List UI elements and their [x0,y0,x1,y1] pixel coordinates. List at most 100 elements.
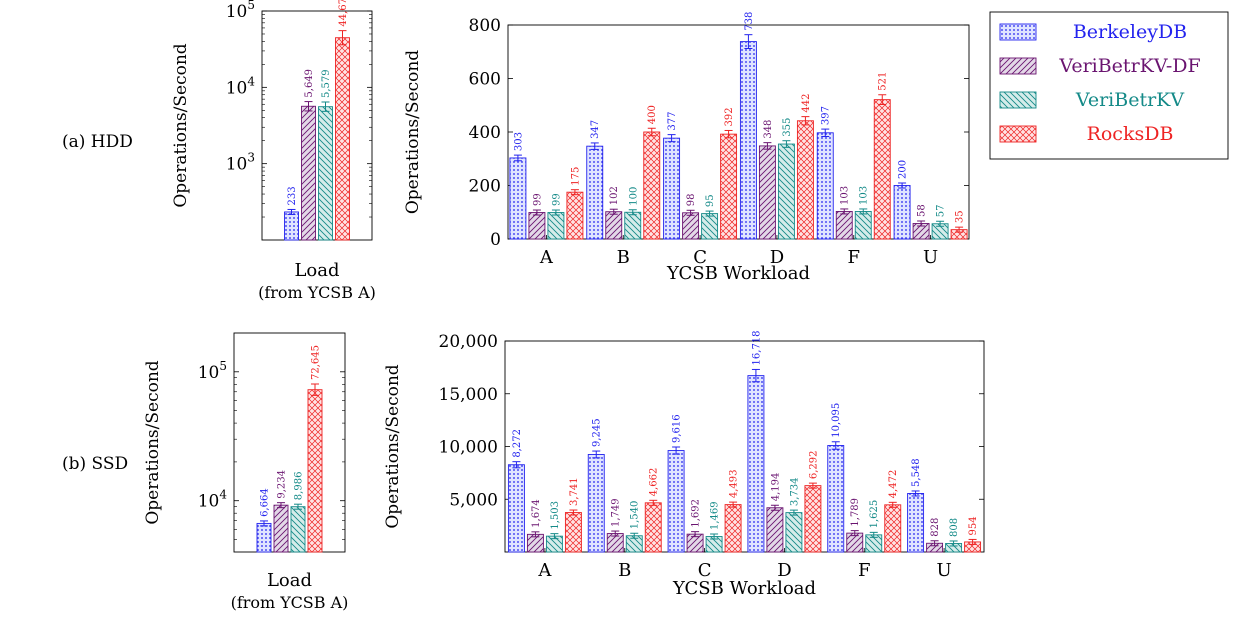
bar-veribetrkv-df [766,507,784,553]
bar-rocksdb [804,485,822,553]
y-tick-label: 105 [226,0,255,22]
hdd-ycsb-chart: 0 200 400 600 800 Operations/Second A 303 99 99 17… [403,12,970,284]
bar-rocksdb [644,502,662,553]
data-label-berkeleydb: 303 [513,132,524,151]
data-label-rocksdb: 44,670 [338,0,349,27]
data-label-rocksdb: 6,292 [808,450,819,479]
x-tick-label: A [539,247,554,268]
data-label-rocksdb: 4,472 [888,470,899,499]
legend-label-berkeleydb: BerkeleyDB [1073,21,1187,43]
y-axis-label: Operations/Second [383,364,403,528]
data-label-berkeleydb: 16,718 [751,330,762,365]
data-label-rocksdb: 4,662 [649,468,660,497]
data-label-berkeleydb: 5,548 [911,458,922,487]
bar-berkeleydb [256,522,272,553]
bar-berkeleydb [816,132,834,240]
data-label-berkeleydb: 347 [590,120,601,139]
data-label-veribetrkv-df: 5,649 [304,69,315,98]
bar-veribetrkv [547,212,565,240]
y-tick-exponent: 5 [219,359,227,373]
bar-veribetrkv-df [528,212,546,240]
x-axis-label: Load [267,570,312,591]
data-label-rocksdb: 4,493 [729,469,740,498]
y-tick-label: 15,000 [439,385,498,405]
y-tick-base: 10 [226,2,248,22]
legend-label-veribetrkv-df: VeriBetrKV-DF [1058,55,1200,77]
y-tick-exponent: 4 [247,74,255,88]
x-axis-label: YCSB Workload [666,263,810,284]
bar-rocksdb [335,37,350,241]
bar-veribetrkv [854,210,872,240]
y-tick-label: 103 [226,151,255,175]
data-label-berkeleydb: 377 [667,112,678,131]
y-tick-exponent: 3 [247,151,255,165]
x-tick-label: F [858,560,871,581]
legend-swatch-veribetrkv-df [999,57,1037,75]
y-axis-label: Operations/Second [403,50,423,214]
plot-frame [261,10,373,241]
legend-label-veribetrkv: VeriBetrKV [1075,89,1184,111]
y-tick-base: 10 [226,155,248,175]
bar-veribetrkv-df [605,211,623,240]
data-label-veribetrkv: 1,503 [550,501,561,530]
data-label-rocksdb: 35 [955,210,966,223]
y-tick-label: 0 [490,230,501,250]
x-tick-label: F [848,247,861,268]
legend-label-rocksdb: RocksDB [1087,123,1174,145]
data-label-veribetrkv-df: 1,749 [611,498,622,527]
data-label-rocksdb: 72,645 [311,345,322,380]
bar-rocksdb [643,131,661,240]
data-label-veribetrkv-df: 58 [917,204,928,217]
data-label-veribetrkv: 57 [936,205,947,218]
legend-swatch-berkeleydb [999,23,1037,41]
y-axis-label: Operations/Second [171,43,191,207]
y-tick-exponent: 5 [247,0,255,12]
bar-veribetrkv [701,213,719,240]
data-label-berkeleydb: 9,245 [592,418,603,447]
data-label-berkeleydb: 738 [744,12,755,31]
legend-swatch-rocksdb [999,125,1037,143]
data-label-berkeleydb: 200 [898,160,909,179]
data-label-veribetrkv-df: 828 [930,518,941,537]
data-label-veribetrkv-df: 98 [686,194,697,207]
y-tick-label: 400 [469,123,501,143]
y-tick-label: 10,000 [439,438,498,458]
bar-berkeleydb [587,454,605,553]
data-label-rocksdb: 392 [724,107,735,126]
x-tick-label: C [698,560,712,581]
bar-berkeleydb [586,145,604,240]
bar-veribetrkv-df [301,105,316,241]
data-label-veribetrkv: 95 [705,194,716,207]
data-label-veribetrkv-df: 103 [840,186,851,205]
data-label-rocksdb: 175 [570,167,581,186]
bar-rocksdb [884,504,902,553]
bar-berkeleydb [907,493,925,553]
bar-veribetrkv [777,143,795,240]
plot-frame [233,332,346,553]
y-tick-label: 800 [469,16,501,36]
bar-berkeleydb [739,41,757,240]
data-label-veribetrkv: 1,469 [710,501,721,530]
bar-rocksdb [564,512,582,553]
bar-berkeleydb [507,464,525,553]
bar-rocksdb [873,99,891,240]
data-label-veribetrkv-df: 99 [532,193,543,206]
y-tick-label: 5,000 [449,490,498,510]
bar-rocksdb [566,191,584,240]
x-tick-label: B [618,560,631,581]
bar-berkeleydb [827,445,845,553]
bar-veribetrkv-df [273,504,289,553]
bar-berkeleydb [284,211,299,241]
bar-veribetrkv [318,106,333,241]
data-label-rocksdb: 521 [878,72,889,91]
bar-veribetrkv [785,512,803,553]
data-label-veribetrkv: 8,986 [294,472,305,501]
data-label-veribetrkv: 100 [628,187,639,206]
bar-veribetrkv-df [682,212,700,240]
data-label-veribetrkv: 355 [782,118,793,137]
x-axis-sublabel: (from YCSB A) [258,283,376,302]
data-label-veribetrkv-df: 1,674 [531,499,542,528]
x-tick-label: C [693,247,707,268]
y-tick-label: 600 [469,70,501,90]
